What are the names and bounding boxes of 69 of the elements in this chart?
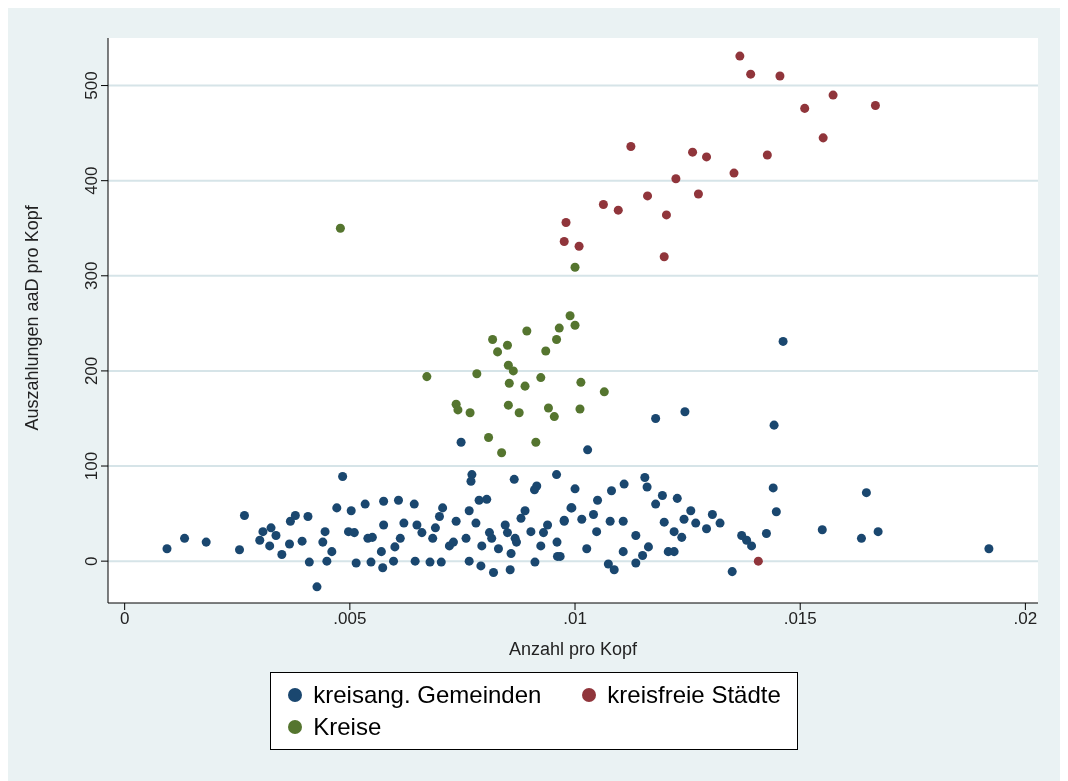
point [693, 189, 703, 199]
point [598, 199, 608, 209]
point [514, 408, 524, 418]
point [570, 262, 580, 272]
point [484, 432, 494, 442]
point [503, 360, 513, 370]
point [870, 101, 880, 111]
point [488, 335, 498, 345]
point [497, 448, 507, 458]
y-tick-label: 200 [82, 356, 101, 386]
point [541, 346, 551, 356]
y-axis-title: Auszahlungen aaD pro Kopf [22, 204, 43, 431]
x-axis-title: Anzahl pro Kopf [508, 639, 639, 659]
point [688, 147, 698, 157]
point [565, 311, 575, 321]
y-tick-label: 500 [82, 71, 101, 100]
legend-label: kreisfreie Städte [607, 681, 781, 709]
point [559, 237, 569, 247]
legend-label: Kreise [313, 713, 382, 741]
point [549, 412, 559, 422]
point [659, 252, 669, 262]
point [508, 366, 518, 376]
point [554, 323, 564, 333]
point [453, 405, 463, 415]
point [661, 210, 671, 220]
point [828, 90, 838, 100]
point [472, 369, 482, 379]
x-tick-label: 0 [119, 609, 130, 629]
point [543, 403, 553, 413]
legend-label: kreisang. Gemeinden [313, 681, 542, 709]
point [775, 71, 785, 81]
y-tick-label: 400 [82, 166, 101, 195]
point [570, 320, 580, 330]
point [599, 387, 609, 397]
point [552, 335, 562, 345]
x-tick-label: .005 [333, 609, 367, 629]
y-tick-label: 300 [82, 261, 101, 290]
point [502, 340, 512, 350]
point [753, 556, 763, 566]
point [575, 404, 585, 414]
point [520, 381, 530, 391]
point [671, 174, 681, 184]
x-tick-label: .015 [783, 609, 817, 629]
point [536, 373, 546, 383]
point [643, 191, 653, 201]
point [800, 103, 810, 113]
point [574, 241, 584, 251]
point [531, 437, 541, 447]
point [702, 152, 712, 162]
point [335, 223, 345, 233]
point [561, 218, 571, 228]
x-tick-label: .01 [563, 609, 587, 629]
point [503, 400, 513, 410]
point [818, 133, 828, 143]
point [493, 347, 503, 357]
point [522, 326, 532, 336]
y-tick-label: 0 [82, 556, 101, 566]
point [762, 150, 772, 160]
point [735, 51, 745, 61]
x-tick-label: .02 [1013, 609, 1038, 629]
y-tick-label: 100 [82, 451, 101, 481]
point [465, 408, 475, 418]
point [613, 205, 623, 215]
point [729, 168, 739, 178]
point [422, 372, 432, 382]
point [576, 377, 586, 387]
point [746, 69, 756, 79]
point [626, 141, 636, 151]
point [504, 378, 514, 388]
